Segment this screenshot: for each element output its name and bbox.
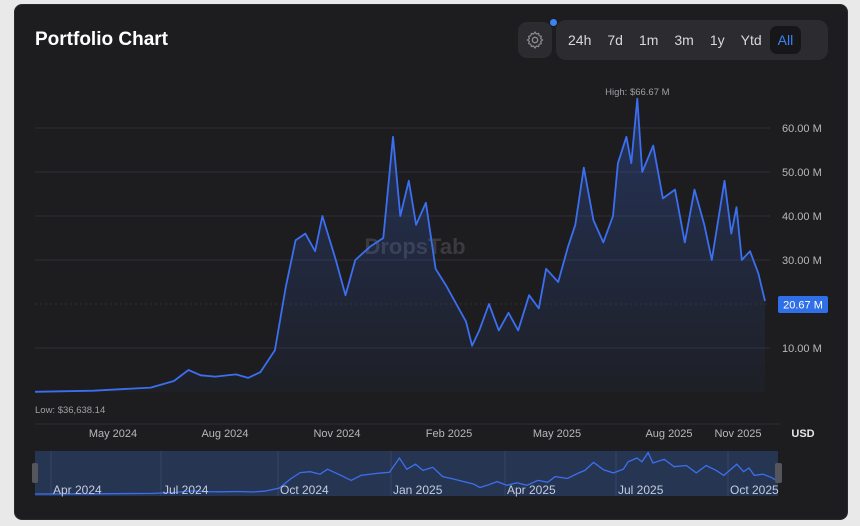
page-title: Portfolio Chart [35,29,168,50]
range-7d[interactable]: 7d [607,32,623,48]
navigator-tick-label: Oct 2025 [730,483,779,497]
current-value-badge [778,296,828,313]
range-3m[interactable]: 3m [674,32,694,48]
currency-label: USD [791,428,814,440]
navigator-tick-label: Oct 2024 [280,483,329,497]
navigator-tick-label: Jul 2024 [163,483,209,497]
y-tick-label: 60.00 M [782,123,822,135]
range-1y[interactable]: 1y [709,32,725,48]
x-tick-label: May 2024 [89,428,137,440]
y-tick-label: 40.00 M [782,211,822,223]
navigator-tick-label: Apr 2025 [507,483,556,497]
settings-button[interactable] [518,22,552,58]
range-ytd[interactable]: Ytd [740,32,762,48]
y-tick-label: 50.00 M [782,167,822,179]
x-tick-label: Feb 2025 [426,428,472,440]
navigator-window[interactable] [35,451,778,496]
x-tick-label: Nov 2025 [714,428,761,440]
chart-area-fill [35,98,765,392]
time-range-selector: 24h 7d 1m 3m 1y Ytd All [556,20,828,60]
x-tick-label: May 2025 [533,428,581,440]
navigator-tick-label: Apr 2024 [53,483,102,497]
high-label: High: $66.67 M [605,87,670,98]
notification-dot [550,19,557,26]
y-tick-label: 10.00 M [782,343,822,355]
x-tick-label: Nov 2024 [313,428,360,440]
x-tick-label: Aug 2024 [201,428,248,440]
current-value-label: 20.67 M [783,300,823,312]
range-24h[interactable]: 24h [568,32,592,48]
navigator-right-handle[interactable] [775,463,782,483]
navigator-left-handle[interactable] [32,463,38,483]
navigator-tick-label: Jul 2025 [618,483,664,497]
navigator-tick-label: Jan 2025 [393,483,443,497]
range-1m[interactable]: 1m [638,32,659,48]
range-all[interactable]: All [769,26,802,54]
navigator-line [34,451,779,495]
y-tick-label: 30.00 M [782,255,822,267]
x-tick-label: Aug 2025 [645,428,692,440]
navigator[interactable]: Apr 2024 Jul 2024 Oct 2024 Jan 2025 Apr 2025… [32,451,782,497]
low-label: Low: $36,638.14 [35,405,105,416]
gear-icon [526,31,544,49]
chart-series-line [34,97,766,393]
